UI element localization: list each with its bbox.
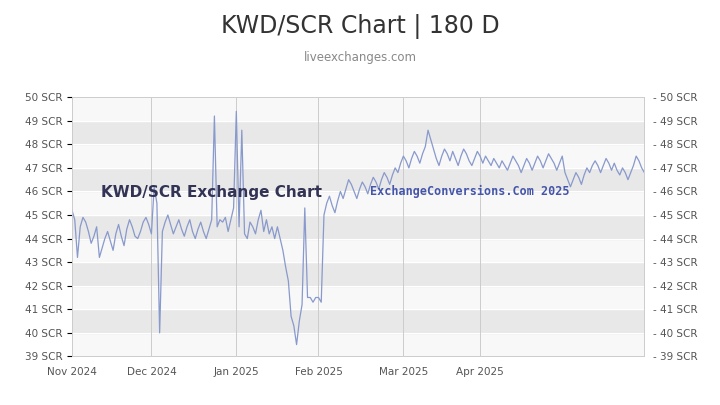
Bar <box>72 239 644 262</box>
Text: ExchangeConversions.Com 2025: ExchangeConversions.Com 2025 <box>369 185 569 198</box>
Text: KWD/SCR Chart | 180 D: KWD/SCR Chart | 180 D <box>221 14 499 39</box>
Bar <box>72 333 644 356</box>
Bar <box>72 97 644 121</box>
Bar <box>72 168 644 192</box>
Bar <box>72 215 644 239</box>
Bar <box>72 121 644 144</box>
Bar <box>72 262 644 286</box>
Bar <box>72 192 644 215</box>
Bar <box>72 309 644 333</box>
Bar <box>72 286 644 309</box>
Bar <box>72 144 644 168</box>
Text: KWD/SCR Exchange Chart: KWD/SCR Exchange Chart <box>101 185 322 200</box>
Text: liveexchanges.com: liveexchanges.com <box>304 51 416 64</box>
